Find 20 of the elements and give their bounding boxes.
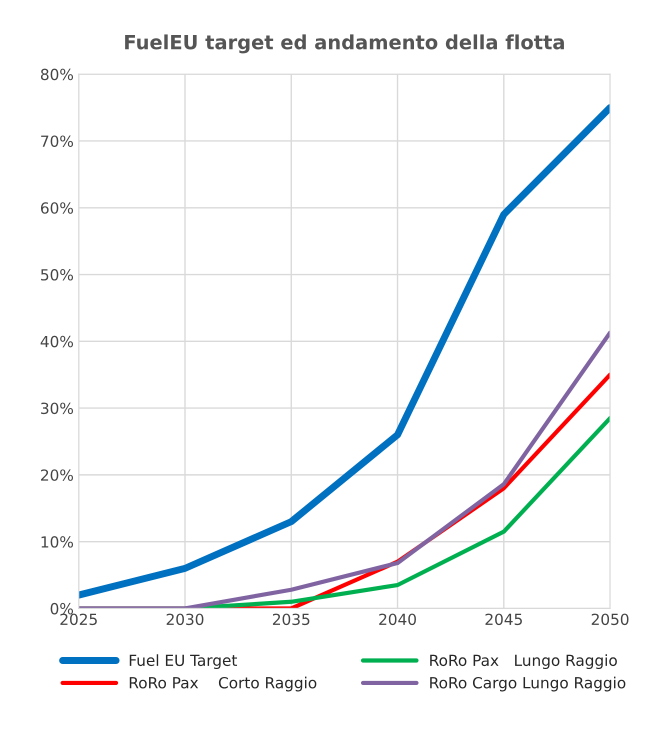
y-tick-label: 20% [41,469,74,481]
legend-label: RoRo Cargo Lungo Raggio [430,676,626,692]
y-tick-label: 30% [41,402,74,414]
y-tick-label: 40% [40,336,74,348]
y-tick-label: 50% [41,269,74,281]
y-tick-label: 10% [42,536,74,548]
legend-label: RoRo Pax Corto Raggio [130,676,316,692]
x-tick-label: 2045 [485,614,522,626]
y-tick-label: 60% [40,202,74,214]
y-tick-label: 0% [50,602,74,614]
x-tick-label: 2050 [592,614,629,626]
x-tick-label: 2025 [60,614,97,626]
x-tick-label: 2030 [166,614,204,626]
legend-label: RoRo Pax Lungo Raggio [430,654,617,670]
legend-label: Fuel EU Target [130,654,238,670]
chart-title: FuelEU target ed andamento della flotta [125,34,564,54]
y-tick-label: 70% [41,135,74,147]
x-tick-label: 2040 [379,614,416,626]
y-tick-label: 80% [40,68,74,80]
x-tick-label: 2035 [272,614,310,626]
